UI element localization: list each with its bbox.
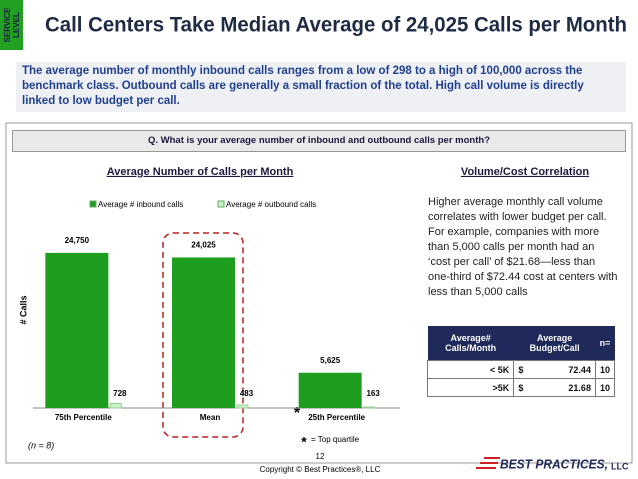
bar: [172, 257, 235, 408]
bar: [363, 406, 376, 409]
correlation-text: Higher average monthly call volume corre…: [428, 196, 618, 298]
question: Q. What is your average number of inboun…: [12, 130, 626, 152]
table-header: n=: [595, 326, 615, 361]
table-cell: 72.44: [538, 360, 596, 379]
copyright: Copyright © Best Practices®, LLC: [260, 465, 381, 474]
data-label: 24,025: [191, 241, 216, 250]
logo-stripes: [476, 457, 500, 469]
logo-suffix: LLC: [611, 461, 629, 471]
table-cell: $: [513, 378, 539, 397]
table-cell: 10: [594, 360, 616, 379]
table-header: Average Budget/Call: [513, 326, 596, 361]
star: *: [301, 434, 307, 450]
table-cell: 21.68: [538, 378, 596, 397]
section-title: Volume/Cost Correlation: [461, 166, 589, 178]
bar: [236, 404, 249, 409]
sample-note: (n = 8): [28, 440, 54, 450]
badge-text: SERVICE: [3, 7, 12, 43]
summary: The average number of monthly inbound ca…: [16, 62, 626, 112]
badge: [0, 0, 23, 50]
chart-title: Average Number of Calls per Month: [107, 166, 294, 178]
x-tick-label: 75th Percentile: [55, 413, 112, 422]
x-tick-label: 25th Percentile: [308, 413, 365, 422]
table-header: Average# Calls/Month: [427, 326, 514, 361]
star: *: [294, 405, 301, 422]
bar: [109, 402, 122, 409]
bar: [45, 252, 109, 408]
page-number: 12: [316, 452, 325, 461]
content-box: [5, 122, 633, 464]
y-axis-label: # Calls: [18, 295, 28, 324]
x-tick-label: Mean: [200, 413, 221, 422]
legend-label: Average # inbound calls: [98, 200, 183, 209]
data-label: 163: [366, 389, 380, 398]
data-label: 24,750: [65, 236, 90, 245]
data-label: 5,625: [320, 356, 341, 365]
badge-text: LEVEL: [12, 12, 21, 38]
table-cell: >5K: [426, 378, 515, 397]
star-note: = Top quartile: [311, 435, 360, 444]
table-cell: 10: [594, 378, 616, 397]
table-cell: $: [513, 360, 539, 379]
data-label: 483: [240, 389, 254, 398]
table-cell: < 5K: [426, 360, 515, 379]
legend-label: Average # outbound calls: [226, 200, 316, 209]
highlight: [162, 232, 244, 438]
legend-swatch: [217, 200, 225, 208]
bar: [298, 372, 362, 408]
data-label: 728: [113, 389, 127, 398]
logo: BEST PRACTICES,: [500, 456, 608, 471]
slide-title: Call Centers Take Median Average of 24,0…: [45, 14, 627, 37]
correlation-table: Average# Calls/Month Average Budget/Call n…: [426, 326, 616, 397]
legend-swatch: [89, 200, 97, 208]
